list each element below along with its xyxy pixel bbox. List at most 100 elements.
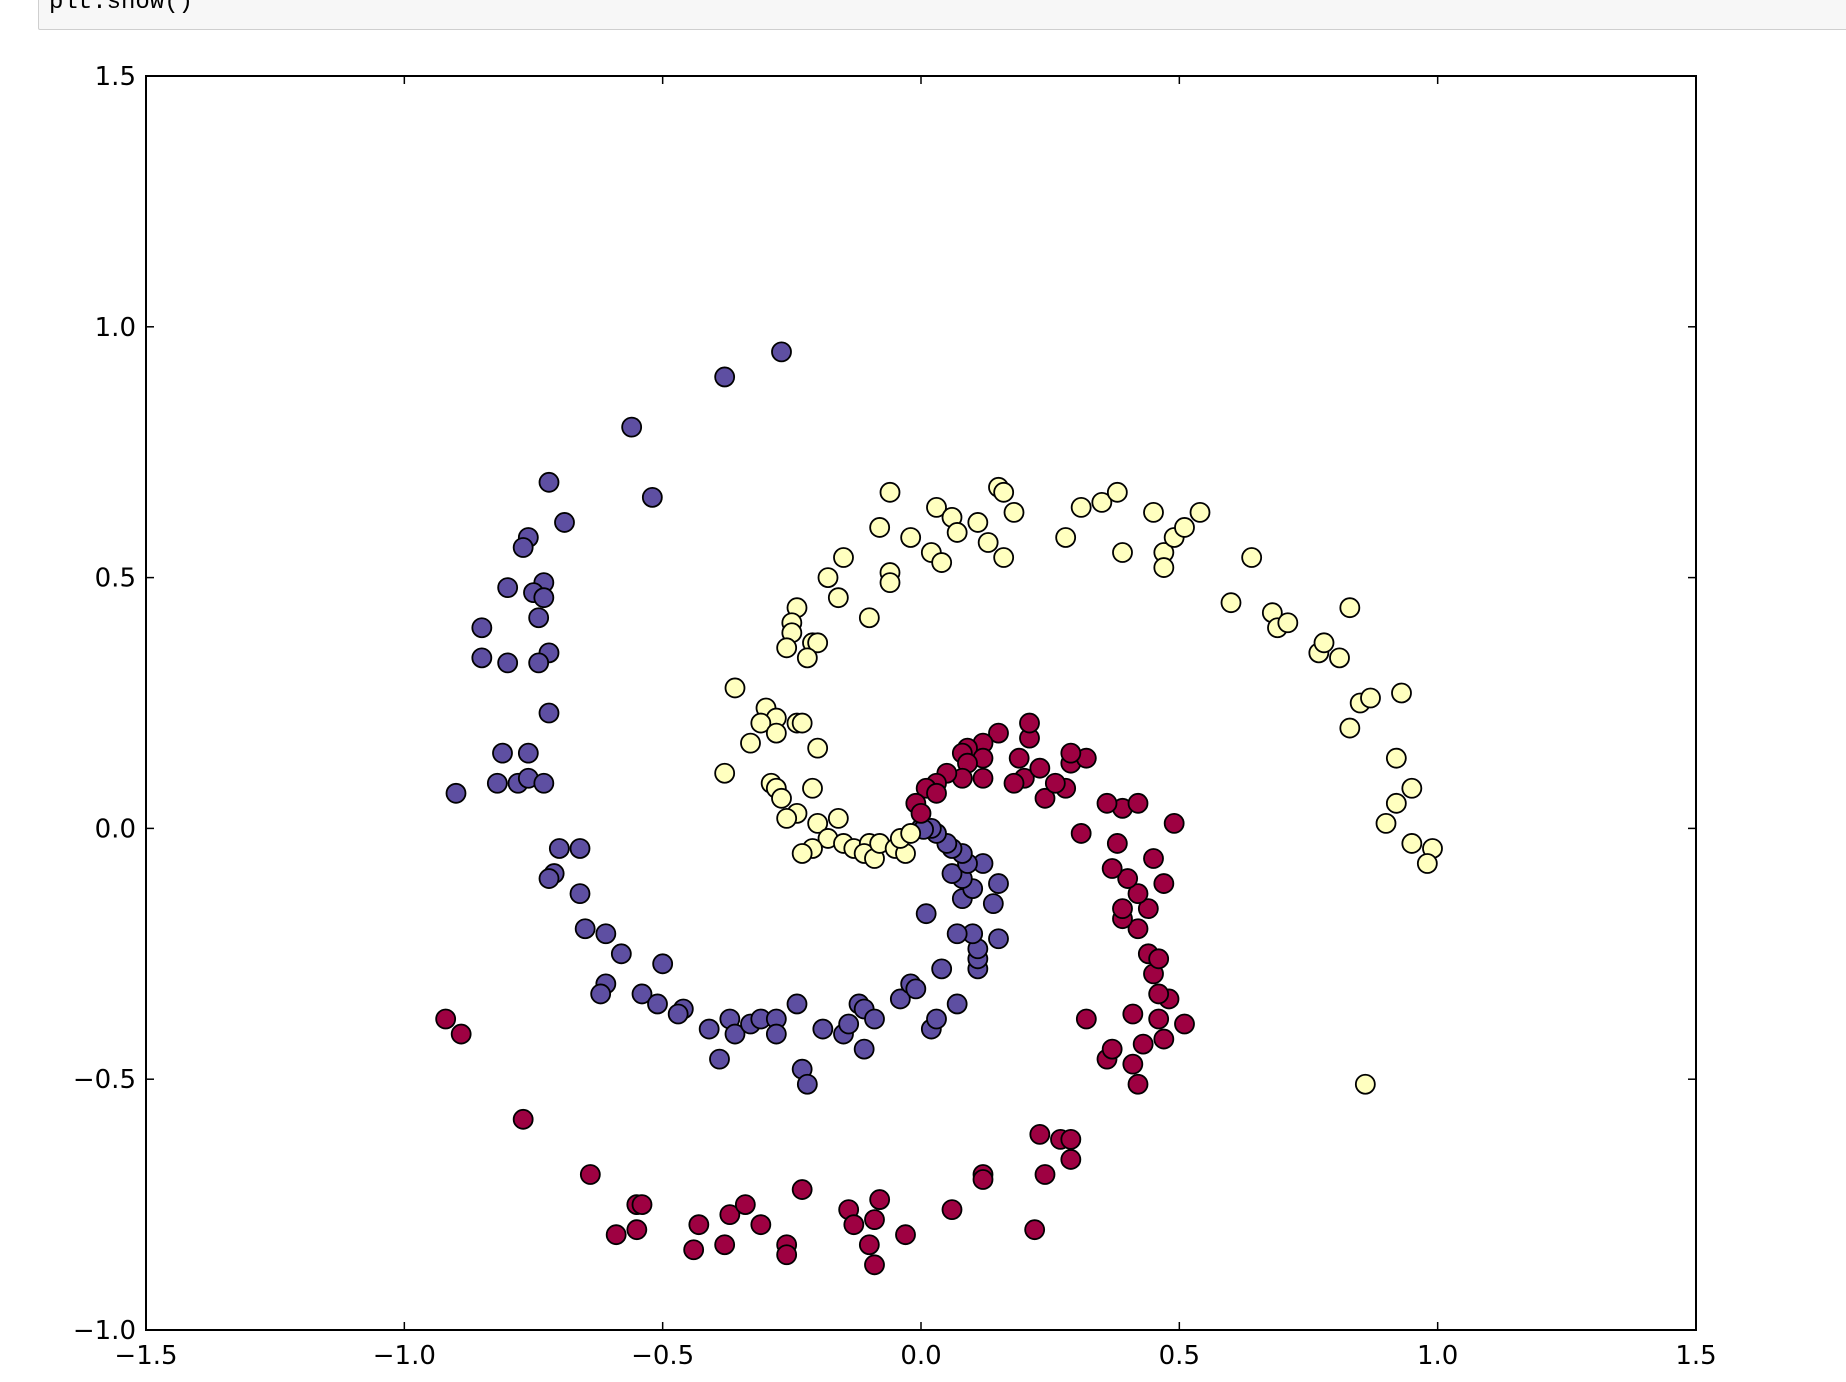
- point: [993, 547, 1015, 568]
- point: [1354, 1073, 1376, 1095]
- point: [1127, 883, 1149, 905]
- point: [652, 953, 674, 975]
- point: [683, 1239, 705, 1261]
- point: [864, 1254, 885, 1276]
- point: [1339, 717, 1361, 739]
- point: [1329, 647, 1350, 669]
- point: [1360, 687, 1381, 709]
- point: [771, 341, 792, 363]
- x-tick-label: 1.0: [1417, 1341, 1458, 1371]
- code-text: plt.show(): [49, 0, 194, 16]
- point: [1174, 517, 1195, 538]
- point: [977, 532, 999, 553]
- code-cell[interactable]: plt.show(): [38, 0, 1846, 30]
- point: [610, 943, 632, 965]
- point: [631, 1194, 653, 1215]
- point: [926, 1008, 947, 1030]
- point: [719, 1204, 741, 1226]
- point: [853, 1038, 875, 1060]
- point: [538, 702, 560, 724]
- point: [1019, 712, 1040, 734]
- point: [471, 617, 493, 639]
- point: [450, 1023, 472, 1045]
- point: [1132, 1033, 1154, 1055]
- point: [1391, 682, 1412, 704]
- point: [497, 652, 519, 674]
- point: [931, 552, 953, 573]
- point: [982, 893, 1004, 915]
- point: [750, 712, 772, 734]
- point: [538, 471, 560, 493]
- point: [1070, 823, 1092, 844]
- point: [1091, 491, 1113, 513]
- point: [895, 1224, 916, 1246]
- point: [641, 486, 663, 508]
- point: [1220, 592, 1242, 614]
- point: [1024, 1219, 1046, 1241]
- point: [1117, 868, 1139, 889]
- point: [517, 742, 539, 764]
- point: [1143, 848, 1164, 869]
- point: [492, 742, 513, 764]
- point: [1339, 597, 1361, 619]
- point: [926, 496, 947, 518]
- point: [1029, 757, 1051, 779]
- point: [714, 762, 736, 784]
- point: [879, 572, 901, 594]
- point: [905, 978, 927, 1000]
- point: [858, 1234, 880, 1256]
- point: [590, 983, 612, 1005]
- y-tick-label: 0.0: [95, 814, 136, 844]
- point: [1416, 853, 1438, 874]
- point: [1148, 983, 1170, 1005]
- point: [833, 547, 854, 568]
- y-tick-label: 1.5: [95, 62, 136, 92]
- y-tick-label: −0.5: [73, 1065, 136, 1095]
- point: [595, 923, 617, 945]
- point: [724, 677, 746, 699]
- point: [512, 1108, 534, 1130]
- point: [605, 1224, 627, 1246]
- point: [538, 868, 560, 889]
- point: [740, 732, 761, 754]
- point: [817, 567, 839, 588]
- point: [512, 537, 534, 558]
- point: [972, 1169, 994, 1190]
- x-tick-label: −1.0: [373, 1341, 436, 1371]
- point: [709, 1048, 730, 1070]
- point: [900, 823, 922, 844]
- point: [807, 812, 829, 834]
- point: [579, 1164, 601, 1185]
- point: [776, 1244, 798, 1266]
- point: [765, 722, 787, 744]
- point: [569, 838, 591, 859]
- point: [1401, 833, 1423, 854]
- point: [988, 928, 1009, 950]
- point: [946, 923, 968, 945]
- point: [631, 983, 653, 1005]
- point: [838, 1013, 860, 1035]
- point: [1060, 1149, 1082, 1170]
- point: [889, 988, 911, 1010]
- point: [554, 512, 575, 533]
- point: [734, 1194, 756, 1215]
- point: [1127, 918, 1149, 940]
- point: [714, 1234, 736, 1256]
- point: [528, 652, 550, 674]
- point: [972, 767, 994, 789]
- point: [574, 918, 596, 940]
- point: [1163, 812, 1185, 834]
- point: [1101, 858, 1123, 879]
- point: [900, 527, 922, 548]
- point: [864, 1008, 885, 1030]
- point: [1143, 501, 1164, 523]
- point: [621, 416, 643, 438]
- point: [1148, 948, 1170, 970]
- point: [879, 481, 901, 503]
- x-tick-label: 1.5: [1675, 1341, 1716, 1371]
- point: [497, 577, 519, 599]
- point: [791, 712, 813, 734]
- point: [435, 1008, 457, 1030]
